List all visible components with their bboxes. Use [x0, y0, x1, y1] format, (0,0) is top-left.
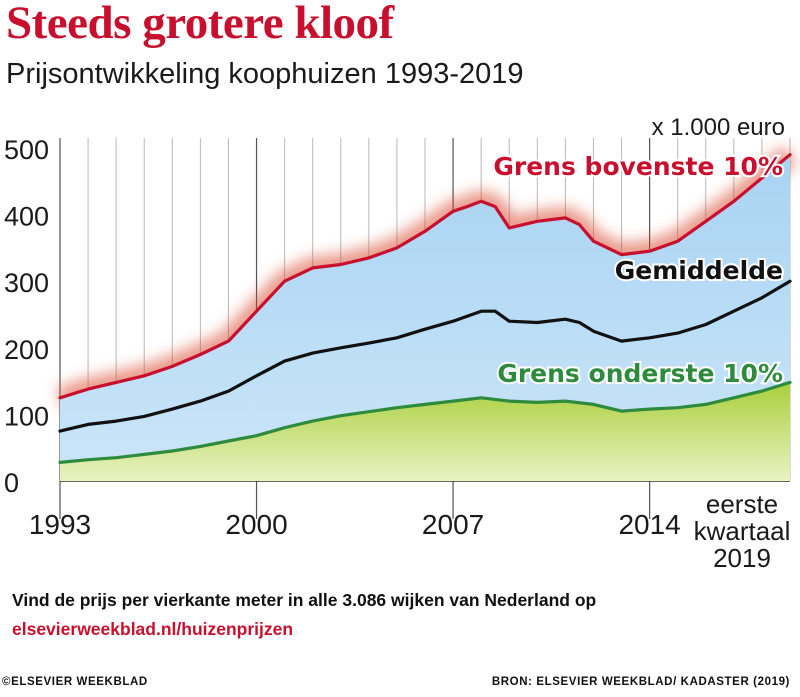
series-line-lower: [58, 380, 792, 464]
upper-band-area: [60, 154, 790, 481]
y-tick-label: 200: [4, 335, 49, 365]
y-tick-label: 300: [4, 268, 49, 298]
y-tick-label: 100: [4, 401, 49, 431]
series-line-average: [58, 279, 792, 433]
series-label-lower: Grens onderste 10%: [497, 359, 783, 388]
footnote: Vind de prijs per vierkante meter in all…: [12, 586, 712, 644]
chart-subtitle: Prijsontwikkeling koophuizen 1993-2019: [6, 58, 524, 90]
footnote-text: Vind de prijs per vierkante meter in all…: [12, 590, 597, 610]
chart-title: Steeds grotere kloof: [6, 0, 394, 49]
x-end-label: 2019: [713, 543, 771, 573]
source: BRON: ELSEVIER WEEKBLAD/ KADASTER (2019): [491, 676, 790, 688]
x-tick-label: 1993: [29, 509, 91, 540]
copyright: ©ELSEVIER WEEKBLAD: [2, 676, 148, 688]
x-tick-label: 2014: [618, 509, 680, 540]
labels: 0 100 200 300 400 500 1993 2000 2007 2014 eerstekw…: [4, 114, 790, 573]
price-chart: 0 100 200 300 400 500 1993 2000 2007 2014 eerstekw…: [4, 114, 798, 573]
footnote-link[interactable]: elsevierweekblad.nl/huizenprijzen: [12, 619, 294, 639]
unit-label: x 1.000 euro: [652, 114, 785, 141]
y-tick-label: 400: [4, 202, 49, 232]
y-tick-label: 500: [4, 135, 49, 165]
series-label-average: Gemiddelde: [615, 256, 783, 285]
series-line-upper: [58, 153, 792, 400]
series-label-upper: Grens bovenste 10%: [493, 152, 783, 181]
x-end-label: eerste: [706, 489, 778, 519]
x-tick-label: 2000: [225, 509, 287, 540]
lower-area: [60, 382, 790, 481]
x-end-label: kwartaal: [694, 516, 791, 546]
y-tick-label: 0: [4, 468, 19, 498]
x-tick-label: 2007: [422, 509, 484, 540]
series-lines: [58, 153, 792, 464]
